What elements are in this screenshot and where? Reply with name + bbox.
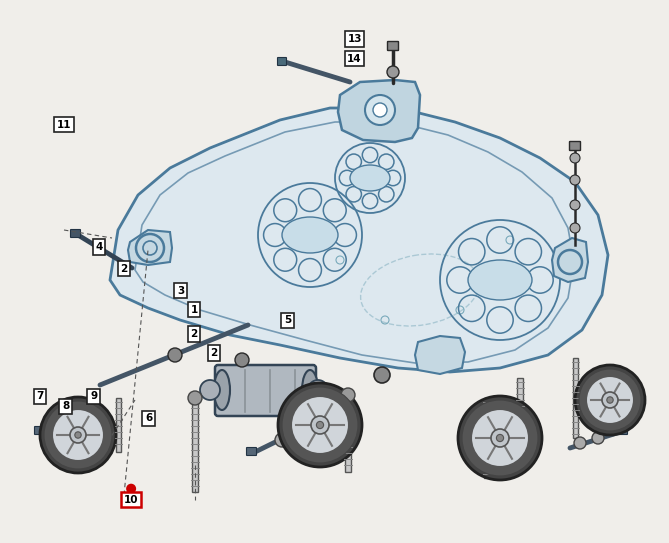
Circle shape <box>70 427 86 443</box>
Ellipse shape <box>214 370 230 410</box>
Circle shape <box>291 396 349 454</box>
Circle shape <box>341 388 355 402</box>
Bar <box>573 358 577 438</box>
Polygon shape <box>110 108 608 372</box>
Bar <box>484 398 490 478</box>
Circle shape <box>52 409 104 461</box>
Text: 6: 6 <box>145 413 152 423</box>
Circle shape <box>316 421 324 428</box>
Circle shape <box>462 400 538 476</box>
Text: 1: 1 <box>191 305 197 314</box>
Circle shape <box>579 369 641 431</box>
Circle shape <box>374 367 390 383</box>
Text: 11: 11 <box>57 120 72 130</box>
Circle shape <box>296 221 324 249</box>
Text: 10: 10 <box>124 495 138 504</box>
Polygon shape <box>552 238 588 282</box>
Circle shape <box>387 66 399 78</box>
Circle shape <box>275 433 289 447</box>
Circle shape <box>458 396 542 480</box>
Bar <box>345 395 351 472</box>
Text: 3: 3 <box>177 286 184 295</box>
Ellipse shape <box>468 260 532 300</box>
Circle shape <box>496 434 504 441</box>
Circle shape <box>278 383 362 467</box>
Circle shape <box>592 432 604 444</box>
Circle shape <box>365 95 395 125</box>
Circle shape <box>311 416 329 434</box>
Circle shape <box>126 484 136 494</box>
Text: 7: 7 <box>36 392 44 401</box>
FancyBboxPatch shape <box>35 426 45 434</box>
FancyBboxPatch shape <box>278 58 286 66</box>
Circle shape <box>607 397 613 403</box>
Circle shape <box>570 153 580 163</box>
Text: 2: 2 <box>211 348 217 358</box>
FancyBboxPatch shape <box>246 447 256 456</box>
Circle shape <box>143 241 157 255</box>
Circle shape <box>44 401 112 469</box>
Text: 9: 9 <box>90 392 97 401</box>
FancyBboxPatch shape <box>569 142 581 150</box>
Circle shape <box>308 380 328 400</box>
Polygon shape <box>415 336 465 374</box>
Polygon shape <box>338 80 420 142</box>
Circle shape <box>40 397 116 473</box>
Circle shape <box>235 353 249 367</box>
Circle shape <box>491 429 509 447</box>
Ellipse shape <box>350 165 390 191</box>
Circle shape <box>570 223 580 233</box>
Ellipse shape <box>282 217 338 253</box>
Bar <box>116 398 120 452</box>
Circle shape <box>168 348 182 362</box>
Circle shape <box>471 409 529 467</box>
Bar <box>192 398 198 492</box>
Bar <box>517 378 523 468</box>
Circle shape <box>200 380 220 400</box>
Circle shape <box>282 387 358 463</box>
FancyBboxPatch shape <box>617 426 628 434</box>
Circle shape <box>574 437 586 449</box>
Text: 5: 5 <box>284 315 291 325</box>
Text: 2: 2 <box>191 329 197 339</box>
Text: 13: 13 <box>347 34 362 44</box>
Text: 14: 14 <box>347 54 362 64</box>
Circle shape <box>56 434 68 446</box>
Text: 8: 8 <box>62 401 69 411</box>
Polygon shape <box>128 230 172 265</box>
Text: 2: 2 <box>120 264 127 274</box>
FancyBboxPatch shape <box>215 365 316 416</box>
Circle shape <box>570 175 580 185</box>
Circle shape <box>188 391 202 405</box>
Circle shape <box>360 168 380 188</box>
Text: 4: 4 <box>95 242 103 252</box>
Circle shape <box>373 103 387 117</box>
Circle shape <box>484 264 516 296</box>
Ellipse shape <box>302 370 318 410</box>
FancyBboxPatch shape <box>387 41 399 50</box>
FancyBboxPatch shape <box>70 230 80 237</box>
Circle shape <box>575 365 645 435</box>
Circle shape <box>570 200 580 210</box>
Circle shape <box>602 392 618 408</box>
Circle shape <box>586 376 634 424</box>
Circle shape <box>75 432 81 438</box>
